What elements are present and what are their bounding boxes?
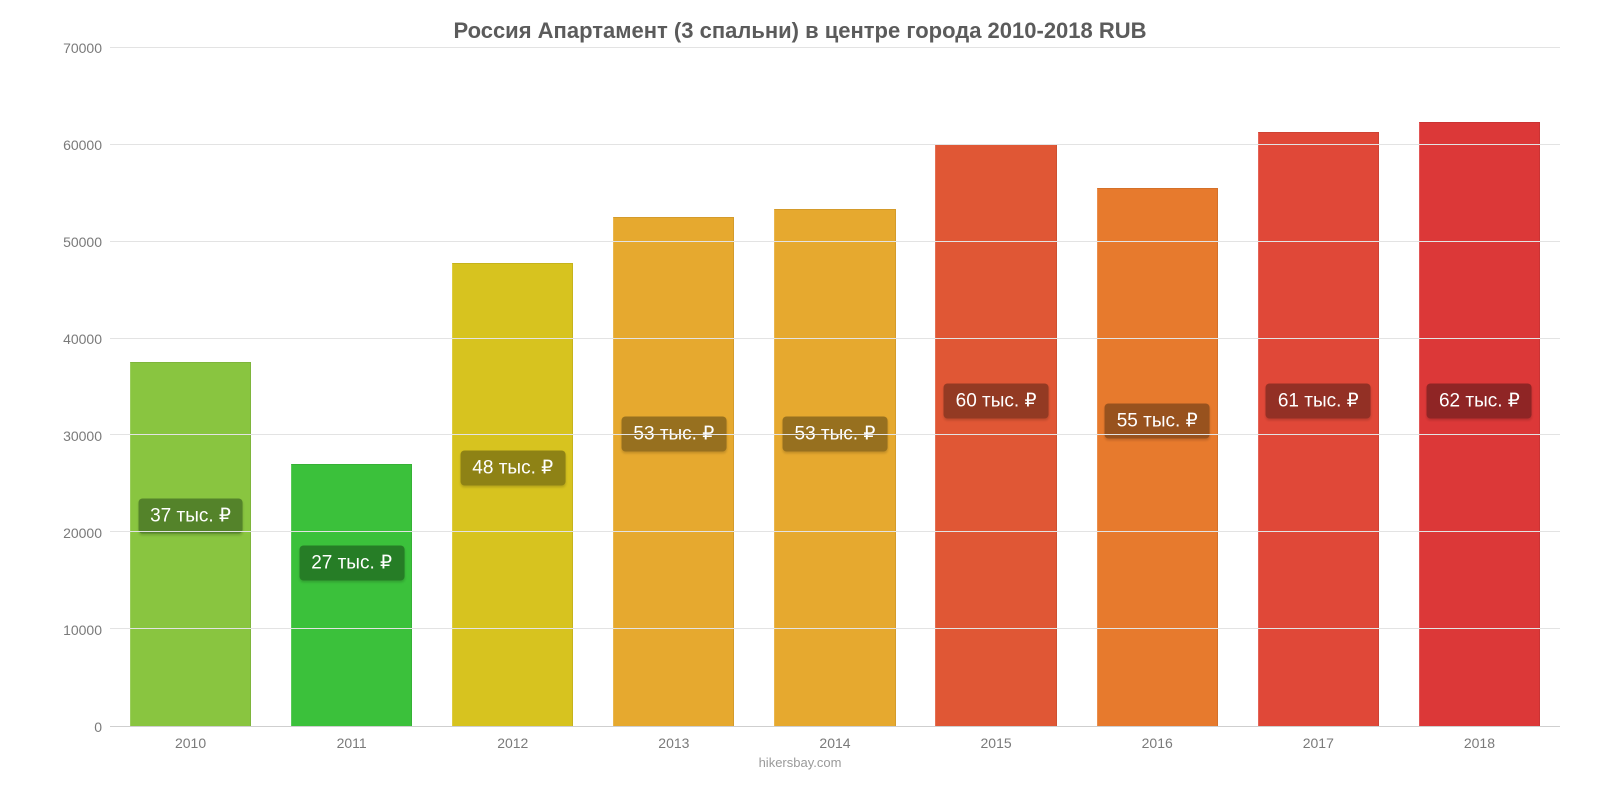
bar xyxy=(291,464,412,727)
plot-row: 010000200003000040000500006000070000 37 … xyxy=(40,48,1560,727)
chart-title: Россия Апартамент (3 спальни) в центре г… xyxy=(40,18,1560,44)
bar-slot: 55 тыс. ₽ xyxy=(1077,48,1238,726)
grid-line xyxy=(110,338,1560,339)
bar xyxy=(613,217,734,727)
y-tick-label: 30000 xyxy=(63,428,102,444)
bar-value-label: 48 тыс. ₽ xyxy=(460,451,565,486)
bar-value-label: 27 тыс. ₽ xyxy=(299,546,404,581)
bar-slot: 62 тыс. ₽ xyxy=(1399,48,1560,726)
x-tick-label: 2018 xyxy=(1399,727,1560,751)
x-tick-label: 2010 xyxy=(110,727,271,751)
x-tick-label: 2014 xyxy=(754,727,915,751)
bar-slot: 53 тыс. ₽ xyxy=(593,48,754,726)
bar-value-label: 61 тыс. ₽ xyxy=(1266,383,1371,418)
bar-value-label: 37 тыс. ₽ xyxy=(138,498,243,533)
bars-layer: 37 тыс. ₽ 27 тыс. ₽ 48 тыс. ₽ 53 тыс. ₽53 т… xyxy=(110,48,1560,726)
bar-value-label: 60 тыс. ₽ xyxy=(944,383,1049,418)
grid-line xyxy=(110,47,1560,48)
bar-slot: 27 тыс. ₽ xyxy=(271,48,432,726)
y-axis: 010000200003000040000500006000070000 xyxy=(40,48,110,727)
bar xyxy=(1097,188,1218,726)
plot-area: 37 тыс. ₽ 27 тыс. ₽ 48 тыс. ₽ 53 тыс. ₽53 т… xyxy=(110,48,1560,727)
bar xyxy=(1258,132,1379,726)
chart-footer: hikersbay.com xyxy=(40,755,1560,770)
y-tick-label: 20000 xyxy=(63,525,102,541)
bar-slot: 37 тыс. ₽ xyxy=(110,48,271,726)
grid-line xyxy=(110,531,1560,532)
x-tick-label: 2017 xyxy=(1238,727,1399,751)
bar-slot: 61 тыс. ₽ xyxy=(1238,48,1399,726)
bar xyxy=(774,209,895,726)
grid-line xyxy=(110,434,1560,435)
bar-value-label: 55 тыс. ₽ xyxy=(1105,403,1210,438)
bar-slot: 60 тыс. ₽ xyxy=(916,48,1077,726)
bar-value-label: 62 тыс. ₽ xyxy=(1427,383,1532,418)
y-tick-label: 50000 xyxy=(63,234,102,250)
chart-container: Россия Апартамент (3 спальни) в центре г… xyxy=(0,0,1600,800)
x-tick-label: 2015 xyxy=(916,727,1077,751)
x-axis: 201020112012201320142015201620172018 xyxy=(110,727,1560,751)
x-tick-label: 2016 xyxy=(1077,727,1238,751)
y-tick-label: 60000 xyxy=(63,137,102,153)
bar xyxy=(1419,122,1540,726)
bar-slot: 48 тыс. ₽ xyxy=(432,48,593,726)
y-tick-label: 10000 xyxy=(63,622,102,638)
bar xyxy=(130,362,251,726)
grid-line xyxy=(110,144,1560,145)
y-tick-label: 40000 xyxy=(63,331,102,347)
x-tick-label: 2013 xyxy=(593,727,754,751)
bar xyxy=(452,263,573,726)
grid-line xyxy=(110,628,1560,629)
y-tick-label: 0 xyxy=(94,719,102,735)
x-tick-label: 2011 xyxy=(271,727,432,751)
y-tick-label: 70000 xyxy=(63,40,102,56)
grid-line xyxy=(110,241,1560,242)
bar-slot: 53 тыс. ₽ xyxy=(754,48,915,726)
x-tick-label: 2012 xyxy=(432,727,593,751)
